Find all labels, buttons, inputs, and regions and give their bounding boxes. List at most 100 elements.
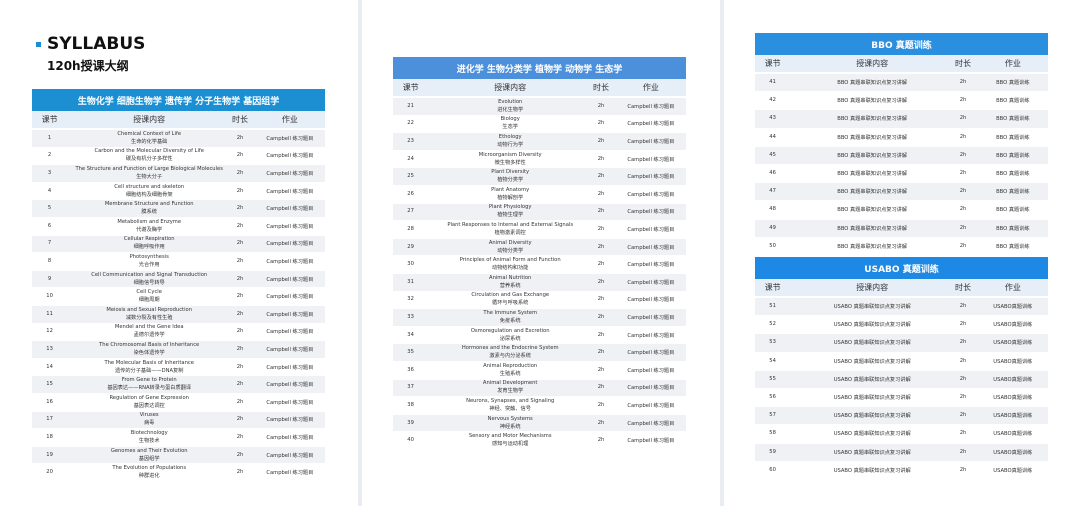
homework: Campbell 练习题目 xyxy=(266,276,314,283)
duration: 2h xyxy=(597,261,605,268)
lesson-number: 19 xyxy=(46,451,53,458)
header-cell: 作业 xyxy=(281,115,298,124)
homework: Campbell 练习题目 xyxy=(266,346,314,353)
lesson-number: 36 xyxy=(407,366,414,373)
homework: Campbell 练习题目 xyxy=(266,241,314,248)
content-en: Viruses xyxy=(139,412,159,419)
homework: Campbell 练习题目 xyxy=(266,399,314,406)
lesson-number: 2 xyxy=(47,152,52,159)
duration: 2h xyxy=(236,398,244,405)
lesson-number: 14 xyxy=(46,363,53,370)
table-row: 37 Animal Development 发育生物学 2h Campbell 练习题目 xyxy=(393,379,686,397)
lesson-number: 8 xyxy=(47,257,52,264)
table-row: 31 Animal Nutrition 营养系统 2h Campbell 练习题目 xyxy=(393,274,686,291)
lesson-number: 35 xyxy=(407,349,414,356)
duration: 2h xyxy=(236,152,244,159)
lesson-number: 43 xyxy=(769,115,776,122)
table-row: 34 Osmoregulation and Excretion 泌尿系统 2h Camp… xyxy=(393,326,686,344)
homework: Campbell 练习题目 xyxy=(266,470,314,477)
homework: Campbell 练习题目 xyxy=(627,297,675,304)
lesson-number: 24 xyxy=(407,155,414,162)
lesson-number: 59 xyxy=(769,448,776,455)
page-subtitle: 120h授课大纲 xyxy=(47,59,129,73)
homework: Campbell 练习题目 xyxy=(266,223,314,230)
content: USABO 真题串联知识点复习讲解 xyxy=(833,358,911,365)
lesson-number: 17 xyxy=(46,416,53,423)
homework: BBO 真题训练 xyxy=(996,134,1030,141)
table-row: 17 Viruses 病毒 2h Campbell 练习题目 xyxy=(32,411,325,429)
lesson-number: 40 xyxy=(407,437,414,444)
content-zh: 植物激素调控 xyxy=(494,229,526,236)
duration: 2h xyxy=(236,451,244,458)
header-cell: 授课内容 xyxy=(856,59,889,68)
duration: 2h xyxy=(236,469,244,476)
content-en: Genomes and Their Evolution xyxy=(110,447,188,454)
homework: USABO真题训练 xyxy=(993,304,1033,311)
table-row: 33 The Immune System 免疫系统 2h Campbell 练习题目 xyxy=(393,309,686,326)
content-en: Animal Reproduction xyxy=(483,362,538,369)
table-row: 11 Meiosis and Sexual Reproduction 减数分裂及有性… xyxy=(32,306,325,323)
homework: Campbell 练习题目 xyxy=(627,279,675,286)
content-zh: 基因表达调控 xyxy=(133,402,165,409)
homework: BBO 真题训练 xyxy=(996,207,1030,214)
duration: 2h xyxy=(597,313,605,320)
content-en: Principles of Animal Form and Function xyxy=(459,257,561,264)
content-zh: 细胞信号转导 xyxy=(133,279,165,286)
lesson-number: 48 xyxy=(769,206,776,213)
homework: Campbell 练习题目 xyxy=(627,156,675,163)
header-row: 课节 授课内容 时长 作业 xyxy=(755,55,1048,72)
duration: 2h xyxy=(597,384,605,391)
lesson-number: 15 xyxy=(46,381,53,388)
content-zh: 泌尿系统 xyxy=(499,335,521,342)
lesson-number: 31 xyxy=(407,278,414,285)
duration: 2h xyxy=(236,381,244,388)
lesson-number: 29 xyxy=(407,243,414,250)
content-en: The Structure and Function of Large Biol… xyxy=(75,165,223,172)
table-row: 7 Cellular Respiration 细胞呼吸作用 2h Campbell 练习… xyxy=(32,235,325,253)
table-row: 6 Metabolism and Enzyme 代谢及酶学 2h Campbell 练习… xyxy=(32,218,325,235)
homework: Campbell 练习题目 xyxy=(627,385,675,392)
content-zh: 基因表达——RNA转录与蛋白质翻译 xyxy=(107,385,192,392)
content-en: The Molecular Basis of Inheritance xyxy=(104,359,194,366)
content-en: Nervous Systems xyxy=(487,415,533,422)
content-en: Evolution xyxy=(498,98,523,105)
table-row: 43 BBO 真题串联知识点复习讲解 2h BBO 真题训练 xyxy=(755,110,1048,128)
content-en: Animal Diversity xyxy=(488,239,532,246)
table-row: 23 Ethology 动物行为学 2h Campbell 练习题目 xyxy=(393,133,686,150)
content-en: The Immune System xyxy=(483,309,538,316)
table-row: 14 The Molecular Basis of Inheritance 遗传的分… xyxy=(32,358,325,376)
duration: 2h xyxy=(236,169,244,176)
duration: 2h xyxy=(959,394,967,401)
homework: Campbell 练习题目 xyxy=(627,420,675,427)
table-row: 58 USABO 真题串联知识点复习讲解 2h USABO真题训练 xyxy=(755,425,1048,443)
content: USABO 真题串联知识点复习讲解 xyxy=(833,304,911,311)
content-zh: 植物解剖学 xyxy=(497,194,524,201)
lesson-number: 12 xyxy=(46,328,53,335)
homework: Campbell 练习题目 xyxy=(266,434,314,441)
content: USABO 真题串联知识点复习讲解 xyxy=(833,340,911,347)
content-en: Cell Communication and Signal Transducti… xyxy=(91,271,208,278)
lesson-number: 16 xyxy=(46,398,53,405)
duration: 2h xyxy=(236,134,244,141)
table-row: 22 Biology 生态学 2h Campbell 练习题目 xyxy=(393,115,686,133)
content-zh: 光合作用 xyxy=(138,261,160,268)
homework: Campbell 练习题目 xyxy=(266,452,314,459)
duration: 2h xyxy=(236,293,244,300)
lesson-number: 38 xyxy=(407,401,414,408)
duration: 2h xyxy=(236,433,244,440)
duration: 2h xyxy=(236,275,244,282)
table-row: 46 BBO 真题串联知识点复习讲解 2h BBO 真题训练 xyxy=(755,165,1048,183)
duration: 2h xyxy=(959,430,967,437)
lesson-number: 34 xyxy=(407,331,414,338)
table-row: 42 BBO 真题串联知识点复习讲解 2h BBO 真题训练 xyxy=(755,92,1048,110)
duration: 2h xyxy=(959,151,967,158)
duration: 2h xyxy=(597,208,605,215)
homework: BBO 真题训练 xyxy=(996,116,1030,123)
lesson-number: 46 xyxy=(769,170,776,177)
duration: 2h xyxy=(236,187,244,194)
table-row: 39 Nervous Systems 神经系统 2h Campbell 练习题目 xyxy=(393,414,686,432)
content-zh: 基因组学 xyxy=(138,455,160,462)
lesson-number: 37 xyxy=(407,384,414,391)
table-row: 5 Membrane Structure and Function 膜系统 2h Cam… xyxy=(32,200,325,217)
accent-dot xyxy=(36,42,41,47)
